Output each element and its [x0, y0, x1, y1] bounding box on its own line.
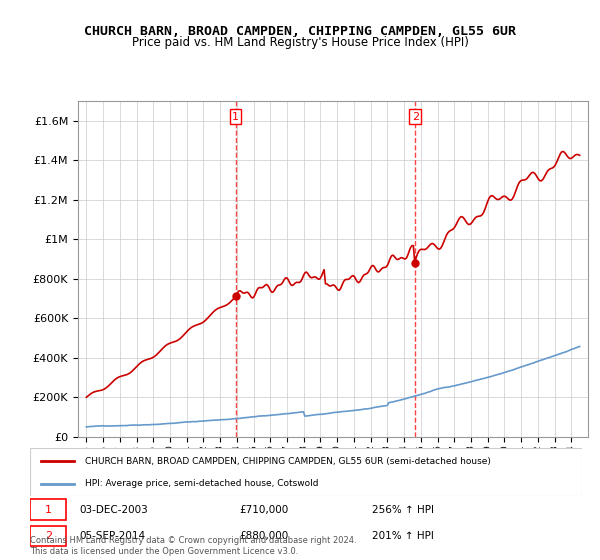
- Text: 2: 2: [412, 111, 419, 122]
- Text: CHURCH BARN, BROAD CAMPDEN, CHIPPING CAMPDEN, GL55 6UR: CHURCH BARN, BROAD CAMPDEN, CHIPPING CAM…: [84, 25, 516, 38]
- Text: 1: 1: [45, 505, 52, 515]
- Text: HPI: Average price, semi-detached house, Cotswold: HPI: Average price, semi-detached house,…: [85, 479, 319, 488]
- FancyBboxPatch shape: [30, 500, 66, 520]
- Text: 256% ↑ HPI: 256% ↑ HPI: [372, 505, 434, 515]
- Text: 05-SEP-2014: 05-SEP-2014: [80, 531, 146, 541]
- Text: £880,000: £880,000: [240, 531, 289, 541]
- Text: 03-DEC-2003: 03-DEC-2003: [80, 505, 148, 515]
- Text: Contains HM Land Registry data © Crown copyright and database right 2024.
This d: Contains HM Land Registry data © Crown c…: [30, 536, 356, 556]
- Text: CHURCH BARN, BROAD CAMPDEN, CHIPPING CAMPDEN, GL55 6UR (semi-detached house): CHURCH BARN, BROAD CAMPDEN, CHIPPING CAM…: [85, 457, 491, 466]
- Text: 201% ↑ HPI: 201% ↑ HPI: [372, 531, 434, 541]
- Text: Price paid vs. HM Land Registry's House Price Index (HPI): Price paid vs. HM Land Registry's House …: [131, 36, 469, 49]
- Text: 1: 1: [232, 111, 239, 122]
- FancyBboxPatch shape: [30, 526, 66, 547]
- Text: 2: 2: [44, 531, 52, 541]
- FancyBboxPatch shape: [30, 448, 582, 496]
- Text: £710,000: £710,000: [240, 505, 289, 515]
